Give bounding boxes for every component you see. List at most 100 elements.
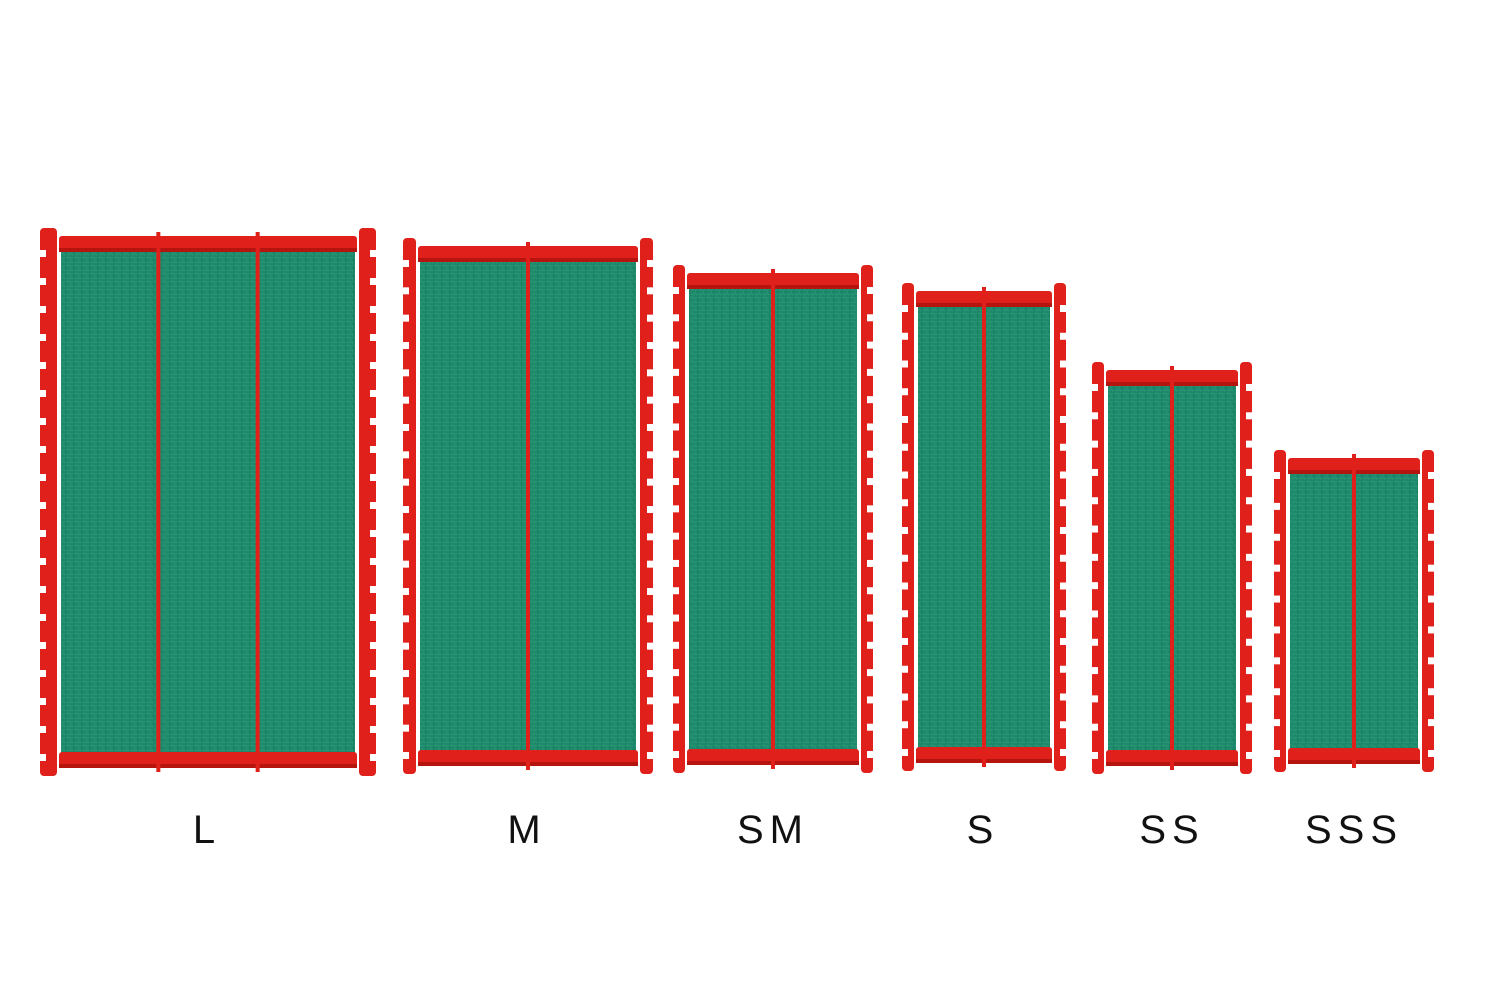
rail-notch	[867, 614, 873, 622]
rail-notch	[673, 505, 679, 513]
rail-notch	[673, 450, 679, 458]
rail-notch	[1428, 626, 1434, 634]
rail-notch	[403, 724, 409, 732]
rail-notch	[403, 533, 409, 541]
rail-notch	[1060, 305, 1066, 312]
rail-notch	[1274, 533, 1280, 541]
rail-notch	[902, 416, 908, 423]
rail-notch	[1060, 665, 1066, 673]
rail-notch	[867, 532, 873, 540]
size-label-l: L	[192, 808, 222, 852]
rail-notch	[647, 752, 653, 759]
rail-notch	[1274, 657, 1280, 665]
rail-notch	[902, 749, 908, 756]
rail-notch	[867, 559, 873, 567]
pad-holder-sss	[1274, 450, 1434, 772]
rail-notch	[370, 754, 376, 761]
rail-notch	[370, 614, 376, 621]
rail-notch	[902, 582, 908, 590]
rail-notch	[40, 698, 46, 705]
rail-notch	[673, 669, 679, 677]
rail-notch	[403, 478, 409, 486]
rail-notch	[902, 305, 908, 312]
rail-notch	[370, 474, 376, 481]
rail-notch	[40, 754, 46, 761]
rail-notch	[403, 396, 409, 404]
rail-notch	[867, 396, 873, 404]
rail-notch	[370, 446, 376, 453]
rail-notch	[1060, 471, 1066, 479]
rail-notch	[673, 641, 679, 649]
rail-notch	[673, 751, 679, 758]
rail-notch	[647, 697, 653, 705]
rail-notch	[1092, 412, 1098, 420]
rail-notch	[647, 533, 653, 541]
rail-notch	[673, 396, 679, 404]
section-divider	[1352, 454, 1356, 768]
rail-notch	[1246, 695, 1252, 703]
rail-notch	[867, 505, 873, 513]
rail-notch	[40, 586, 46, 593]
rail-notch	[1060, 388, 1066, 396]
rail-notch	[673, 532, 679, 540]
rail-notch	[902, 610, 908, 618]
rail-notch	[403, 752, 409, 759]
rail-notch	[370, 502, 376, 509]
rail-notch	[370, 586, 376, 593]
rail-notch	[403, 670, 409, 677]
rail-notch	[40, 530, 46, 537]
rail-notch	[1060, 443, 1066, 451]
rail-notch	[1092, 525, 1098, 533]
size-label-s: S	[966, 808, 1000, 852]
rail-notch	[1092, 667, 1098, 675]
rail-notch	[1092, 497, 1098, 505]
rail-notch	[1246, 610, 1252, 618]
rail-notch	[1092, 468, 1098, 476]
rail-notch	[1060, 360, 1066, 368]
rail-notch	[1246, 525, 1252, 533]
rail-notch	[403, 287, 409, 295]
rail-notch	[867, 587, 873, 595]
rail-notch	[673, 587, 679, 595]
rail-notch	[1246, 412, 1252, 420]
rail-notch	[673, 696, 679, 704]
rail-notch	[673, 559, 679, 567]
rail-notch	[1274, 626, 1280, 634]
rail-notch	[40, 726, 46, 733]
rail-notch	[867, 751, 873, 758]
pad-holder-s	[902, 283, 1066, 771]
right-rail	[1240, 362, 1252, 774]
rail-notch	[647, 260, 653, 267]
rail-notch	[647, 506, 653, 513]
rail-notch	[673, 314, 679, 322]
rail-notch	[1092, 582, 1098, 590]
rail-notch	[370, 642, 376, 649]
rail-notch	[403, 560, 409, 568]
size-label-sm: SM	[737, 808, 809, 852]
rail-notch	[1428, 750, 1434, 757]
rail-notch	[403, 342, 409, 349]
rail-notch	[867, 341, 873, 349]
rail-notch	[40, 474, 46, 481]
rail-notch	[1274, 564, 1280, 572]
section-divider	[255, 232, 260, 772]
rail-notch	[902, 721, 908, 729]
rail-notch	[370, 250, 376, 257]
rail-notch	[1060, 721, 1066, 729]
rail-notch	[40, 278, 46, 285]
rail-notch	[370, 278, 376, 285]
rail-notch	[1274, 595, 1280, 603]
rail-notch	[647, 670, 653, 677]
rail-notch	[1428, 472, 1434, 479]
rail-notch	[1246, 497, 1252, 505]
rail-notch	[867, 478, 873, 486]
rail-notch	[673, 723, 679, 731]
rail-notch	[370, 390, 376, 397]
rail-notch	[1428, 502, 1434, 510]
rail-notch	[902, 638, 908, 645]
rail-notch	[1092, 695, 1098, 703]
rail-notch	[902, 332, 908, 340]
rail-notch	[902, 527, 908, 534]
rail-notch	[370, 334, 376, 341]
